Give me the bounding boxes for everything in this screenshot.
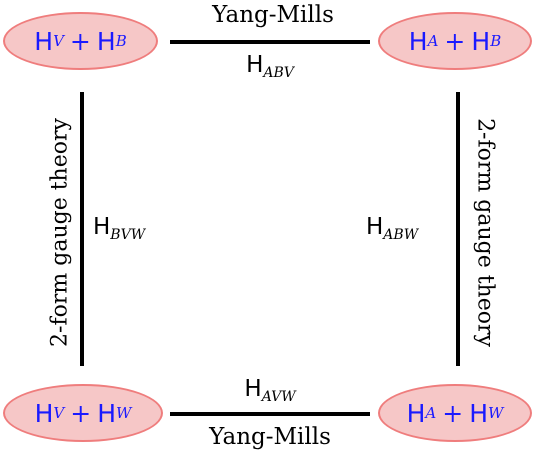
edge-right-hamiltonian-sub: ABW — [383, 226, 419, 243]
edge-bottom-hamiltonian-h: H — [244, 376, 262, 402]
edge-left — [80, 92, 84, 366]
node-bottom-left-sub1: V — [53, 404, 65, 422]
node-top-left-h1: H — [34, 26, 54, 56]
node-top-left-h2: H — [96, 26, 116, 56]
edge-bottom — [170, 412, 370, 416]
node-bottom-left-sub2: W — [116, 404, 132, 422]
node-bottom-left-plus: + — [70, 398, 92, 428]
node-bottom-right-sub2: W — [488, 404, 504, 422]
edge-left-label: 2-form gauge theory — [47, 118, 73, 347]
edge-bottom-hamiltonian-sub: AVW — [261, 388, 296, 405]
edge-left-hamiltonian: HBVW — [93, 214, 145, 243]
edge-right-label: 2-form gauge theory — [472, 118, 498, 347]
edge-top-hamiltonian: HABV — [195, 52, 345, 81]
node-top-right-h1: H — [408, 26, 428, 56]
node-top-right-sub1: A — [427, 32, 439, 50]
node-bottom-right-h1: H — [406, 398, 426, 428]
edge-top — [170, 40, 370, 44]
node-bottom-left-h1: H — [34, 398, 54, 428]
edge-right — [456, 92, 460, 366]
node-bottom-left-h2: H — [97, 398, 116, 428]
node-top-right-h2: H — [471, 26, 491, 56]
edge-left-hamiltonian-sub: BVW — [110, 226, 146, 243]
edge-top-hamiltonian-sub: ABV — [263, 64, 294, 81]
node-bottom-right-h2: H — [469, 398, 488, 428]
node-bottom-right-sub1: A — [425, 404, 437, 422]
node-top-left-sub2: B — [115, 32, 127, 50]
edge-top-label: Yang-Mills — [212, 2, 334, 28]
edge-right-hamiltonian-h: H — [366, 214, 384, 240]
edge-bottom-label: Yang-Mills — [209, 424, 331, 450]
node-top-right-plus: + — [444, 26, 466, 56]
node-top-left-sub1: V — [53, 32, 64, 50]
edge-top-hamiltonian-h: H — [246, 52, 264, 78]
edge-left-hamiltonian-h: H — [93, 214, 111, 240]
node-top-left-plus: + — [69, 26, 91, 56]
edge-right-hamiltonian: HABW — [366, 214, 418, 243]
node-bottom-right-plus: + — [442, 398, 464, 428]
edge-bottom-hamiltonian: HAVW — [195, 376, 345, 405]
node-top-right-sub2: B — [490, 32, 502, 50]
